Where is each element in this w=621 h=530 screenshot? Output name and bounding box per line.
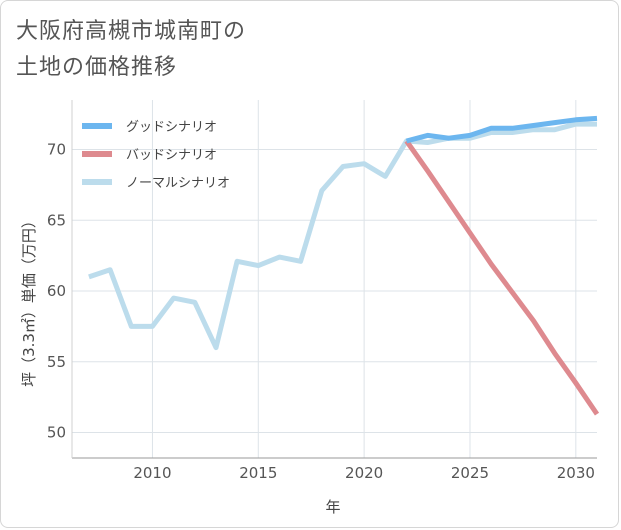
series-line-1 [405, 115, 598, 144]
y-tick-label: 55 [47, 353, 66, 371]
series-line-2 [404, 139, 600, 416]
y-tick-label: 50 [47, 424, 66, 442]
y-tick-label: 65 [47, 211, 66, 229]
y-tick-label: 60 [47, 282, 66, 300]
x-tick-label: 2025 [451, 464, 489, 482]
legend-label: バッドシナリオ [126, 148, 217, 163]
tick-labels: 2010 2015 2020 2025 2030 50 55 60 65 70 [47, 141, 595, 482]
y-tick-label: 70 [47, 141, 66, 159]
x-axis-title: 年 [325, 498, 340, 516]
x-tick-label: 2030 [557, 464, 595, 482]
legend-label: グッドシナリオ [126, 120, 217, 135]
series-line-3 [88, 121, 597, 351]
y-axis-title: 坪（3.3㎡）単価（万円） [20, 213, 38, 387]
legend-label: ノーマルシナリオ [126, 176, 230, 191]
x-tick-label: 2020 [345, 464, 383, 482]
chart-title: 大阪府高槻市城南町の 土地の価格推移 [16, 19, 247, 80]
x-tick-label: 2015 [239, 464, 277, 482]
x-tick-label: 2010 [133, 464, 171, 482]
series-lines [88, 115, 600, 416]
